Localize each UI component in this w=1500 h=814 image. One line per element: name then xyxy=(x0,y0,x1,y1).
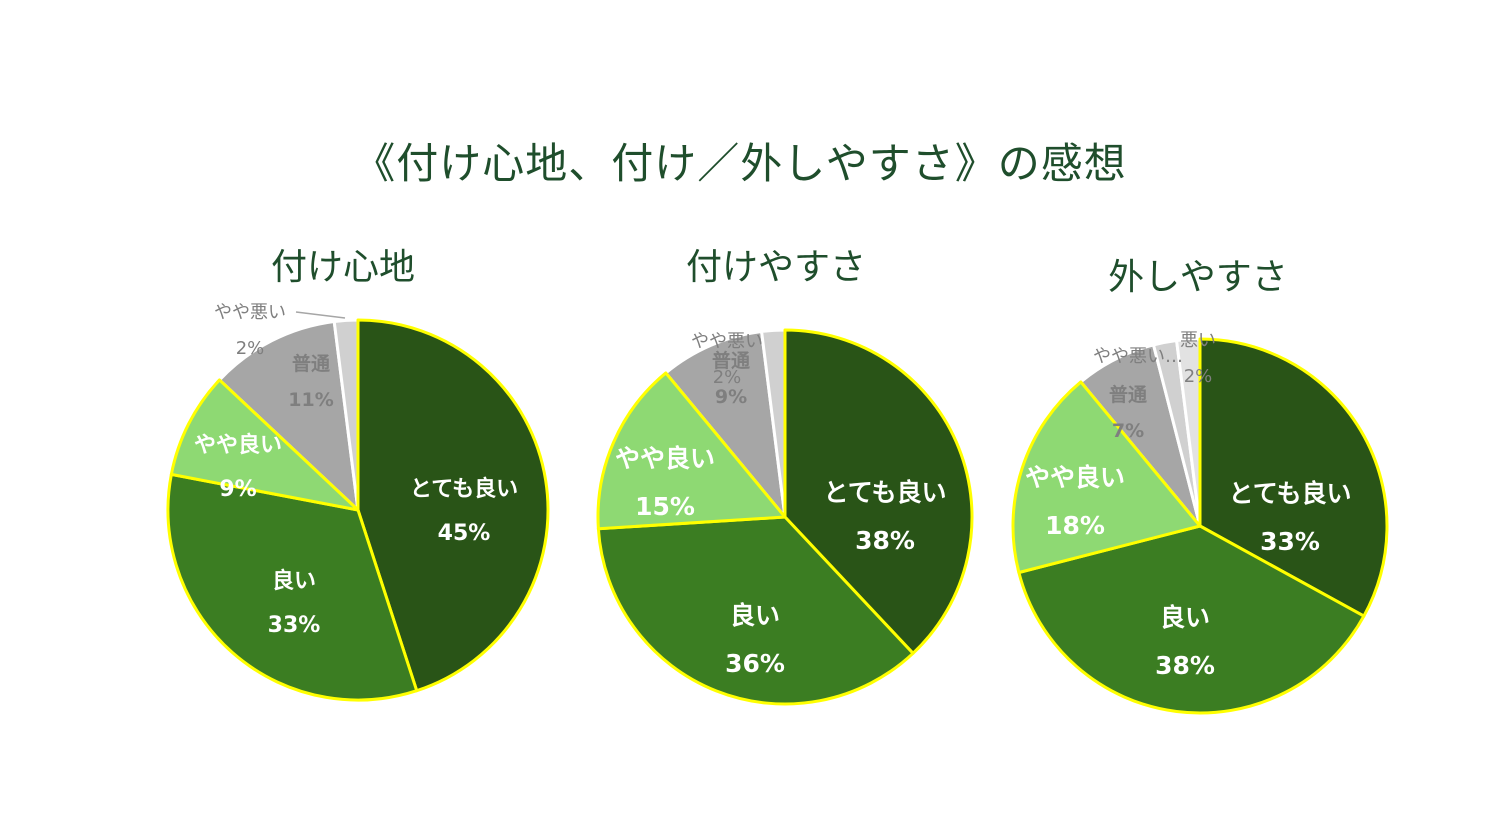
slice-value-1: 33% xyxy=(1260,527,1320,556)
pie-chart-3: とても良い 33% 良い 38% やや良い 18% 普通 7% やや悪い…悪い 2% xyxy=(1011,330,1389,715)
slice-label-3: やや良い xyxy=(1025,463,1125,492)
slice-label-4: 普通 xyxy=(292,352,331,375)
pie-slice-1 xyxy=(1198,337,1389,618)
chart-title-comfort: 付け心地 xyxy=(270,247,415,288)
slice-value-2: 36% xyxy=(725,649,785,678)
slice-label-6: 悪い xyxy=(1180,330,1216,351)
slice-label-4: 普通 xyxy=(712,349,751,372)
slice-label-5: やや悪い xyxy=(214,302,286,323)
slice-label-2: 良い xyxy=(272,568,316,594)
chart-title-ease-of-wearing: 付けやすさ xyxy=(685,247,866,288)
pie-slice-4 xyxy=(217,319,360,512)
slice-value-3: 15% xyxy=(635,492,695,521)
pie-slice-3 xyxy=(596,371,787,531)
pie-slice-3 xyxy=(1011,380,1202,575)
slice-label-1: とても良い xyxy=(1228,479,1351,508)
slice-value-5: 2% xyxy=(236,338,265,359)
pie-slice-1 xyxy=(356,318,550,693)
slice-value-1: 45% xyxy=(438,521,491,546)
chart-title-ease-of-removal: 外しやすさ xyxy=(1108,257,1288,298)
page-title: 《付け心地、付け／外しやすさ》の感想 xyxy=(353,139,1127,188)
slice-label-4: 普通 xyxy=(1109,383,1148,406)
slice-value-6: 2% xyxy=(1184,366,1213,387)
slice-value-3: 9% xyxy=(219,477,256,502)
slice-value-5: 2% xyxy=(713,367,742,388)
slice-value-4: 9% xyxy=(715,386,747,408)
leader-line xyxy=(295,311,346,319)
pie-slice-2 xyxy=(166,472,419,702)
slice-label-2: 良い xyxy=(1160,603,1210,632)
slice-label-3: やや良い xyxy=(194,432,282,458)
pie-chart-2: とても良い 38% 良い 36% やや良い 15% 普通 9% やや悪い 2% xyxy=(596,328,974,706)
slice-label-1: とても良い xyxy=(823,478,946,507)
slice-value-2: 33% xyxy=(268,613,321,638)
pie-chart-1: とても良い 45% 良い 33% やや良い 9% 普通 11% やや悪い 2% xyxy=(166,302,550,702)
slice-value-4: 11% xyxy=(288,389,333,411)
slice-label-1: とても良い xyxy=(410,476,518,502)
pie-slice-1 xyxy=(783,328,974,655)
slice-value-4: 7% xyxy=(1112,420,1144,442)
slice-label-2: 良い xyxy=(730,601,780,630)
slice-label-5: やや悪い xyxy=(691,331,763,352)
slice-value-3: 18% xyxy=(1045,511,1105,540)
slice-value-1: 38% xyxy=(855,526,915,555)
pie-slice-2 xyxy=(1017,524,1366,715)
pie-slice-4 xyxy=(664,329,787,519)
slice-label-3: やや良い xyxy=(615,444,715,473)
slice-value-2: 38% xyxy=(1155,651,1215,680)
pie-slice-3 xyxy=(169,378,360,512)
pie-slice-2 xyxy=(596,515,915,706)
slice-label-5: やや悪い… xyxy=(1093,346,1183,367)
